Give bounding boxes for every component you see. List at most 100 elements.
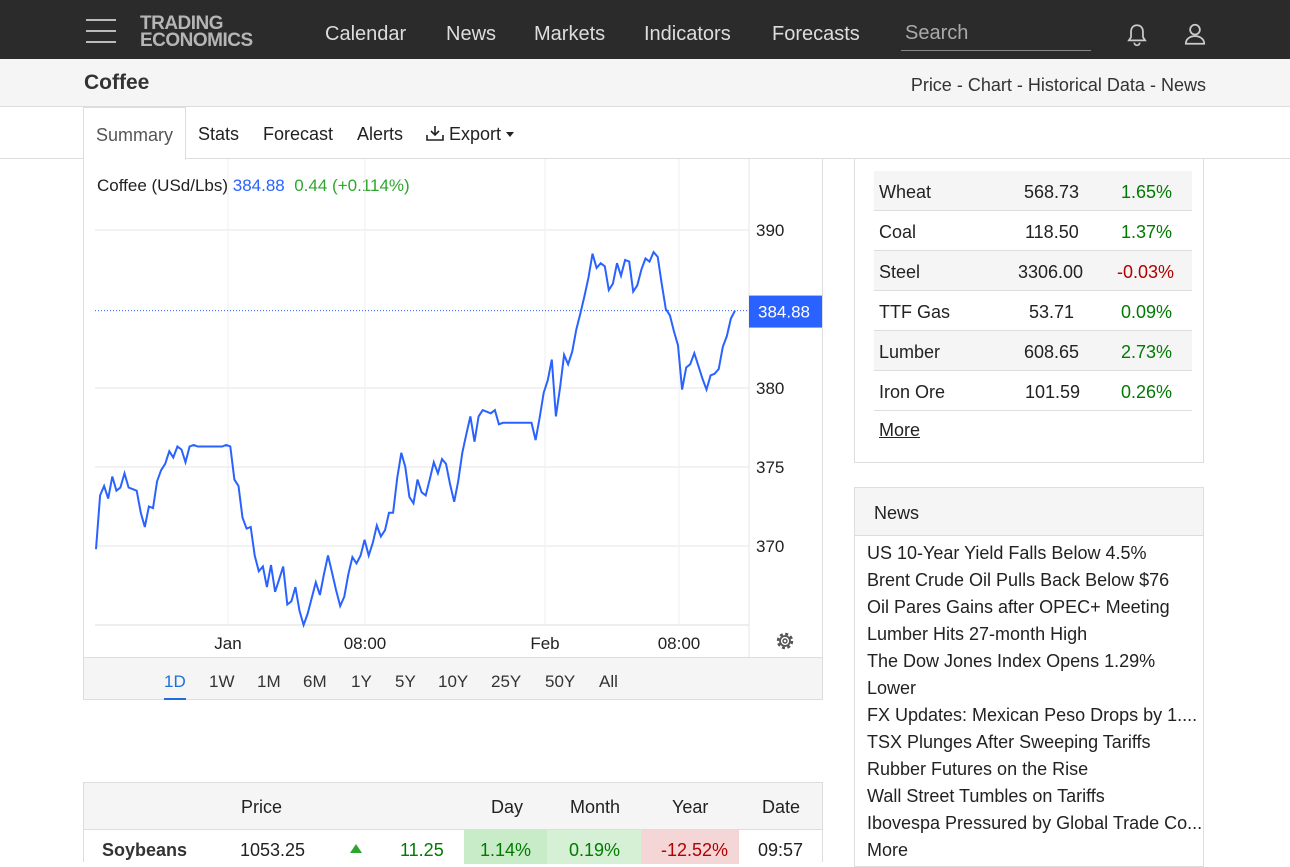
separator: - [956,75,963,95]
news-more-link[interactable]: More [867,840,909,860]
x-tick-label: 08:00 [344,634,387,653]
subheader: Coffee Price - Chart - Historical Data -… [0,59,1290,107]
range-50y[interactable]: 50Y [545,672,576,691]
link-historical-data[interactable]: Historical Data [1027,75,1145,95]
range-1d[interactable]: 1D [164,672,186,700]
commodity-name: Iron Ore [879,382,946,402]
link-chart[interactable]: Chart [967,75,1012,95]
news-item[interactable]: Oil Pares Gains after OPEC+ Meeting [867,597,1170,617]
link-news[interactable]: News [1160,75,1206,95]
news-item[interactable]: Lumber Hits 27-month High [867,624,1088,644]
commodity-name: TTF Gas [879,302,950,322]
commodity-change: 0.09% [1121,302,1173,322]
page-title: Coffee [84,71,150,94]
news-item[interactable]: Lower [867,678,917,698]
row-day: 1.14% [464,830,547,864]
row-date: 09:57 [758,840,804,860]
logo-line-2: ECONOMICS [140,30,253,51]
col-header-price: Price [241,797,283,817]
tab-alerts[interactable]: Alerts [357,124,404,144]
y-tick-label: 375 [756,458,784,477]
range-1y[interactable]: 1Y [351,672,372,691]
news-panel-header: News [855,488,1203,536]
nav-forecasts[interactable]: Forecasts [772,23,860,45]
breadcrumb: Price - Chart - Historical Data - News [911,75,1206,96]
last-price-label: 384.88 [758,303,810,322]
commodity-row-lumber[interactable]: Lumber 608.65 2.73% [874,331,1192,371]
nav-indicators[interactable]: Indicators [644,23,731,45]
hamburger-menu-icon[interactable] [86,19,116,43]
commodity-row-ttf-gas[interactable]: TTF Gas 53.71 0.09% [874,291,1192,331]
settings-gear-icon[interactable] [776,632,794,650]
news-item[interactable]: US 10-Year Yield Falls Below 4.5% [867,543,1147,563]
nav-calendar[interactable]: Calendar [325,23,407,45]
price-chart[interactable]: Jan 08:00 Feb 08:00 390 380 375 370 384.88 [84,159,822,657]
y-tick-label: 390 [756,221,784,240]
news-panel: News US 10-Year Yield Falls Below 4.5% B… [854,487,1204,867]
commodities-table: Price Day Month Year Date Soybeans 1053.… [83,782,823,864]
range-1m[interactable]: 1M [257,672,281,691]
search-input[interactable]: Search [901,19,1091,51]
commodity-row-iron-ore[interactable]: Iron Ore 101.59 0.26% [874,371,1192,411]
range-all[interactable]: All [599,672,618,691]
bell-icon[interactable] [1124,22,1150,48]
user-icon[interactable] [1182,21,1208,47]
commodity-name: Steel [879,262,921,282]
commodity-name: Wheat [879,182,932,202]
commodity-change: 1.65% [1121,182,1173,202]
news-item[interactable]: FX Updates: Mexican Peso Drops by 1.... [867,705,1198,725]
link-price[interactable]: Price [910,75,952,95]
export-label: Export [449,124,502,144]
range-selector: 1D 1W 1M 6M 1Y 5Y 10Y 25Y 50Y All [84,657,822,700]
chart-header: Coffee (USd/Lbs) 384.88 0.44 (+0.114%) [97,176,410,196]
commodities-more-link[interactable]: More [879,420,921,440]
separator: - [1016,75,1023,95]
x-tick-label: Feb [530,634,559,653]
y-tick-label: 370 [756,537,784,556]
tabs-bar: Summary Stats Forecast Alerts Export [0,107,1290,160]
trading-economics-logo[interactable]: TRADING ECONOMICS [140,13,285,51]
col-header-date: Date [762,797,801,817]
row-name: Soybeans [102,840,188,860]
row-year: -12.52% [641,830,739,864]
commodity-change: 0.26% [1121,382,1173,402]
commodity-row-coal[interactable]: Coal 118.50 1.37% [874,211,1192,251]
commodity-name: Lumber [879,342,941,362]
commodity-price: 118.50 [1025,222,1079,242]
tab-export[interactable]: Export [426,107,515,159]
chart-panel: Coffee (USd/Lbs) 384.88 0.44 (+0.114%) J… [83,159,823,700]
row-month: 0.19% [547,830,641,864]
tab-forecast[interactable]: Forecast [263,124,334,144]
logo-line-1: TRADING [140,13,224,34]
top-navbar: TRADING ECONOMICS Calendar News Markets … [0,0,1290,59]
chart-instrument-name: Coffee (USd/Lbs) [97,176,229,195]
news-item[interactable]: Rubber Futures on the Rise [867,759,1089,779]
last-price-box [749,295,822,328]
nav-markets[interactable]: Markets [534,23,606,45]
tab-summary[interactable]: Summary [83,107,187,160]
news-item[interactable]: TSX Plunges After Sweeping Tariffs [867,732,1151,752]
commodity-row-steel[interactable]: Steel 3306.00 -0.03% [874,251,1192,291]
commodity-change: 2.73% [1121,342,1173,362]
commodity-row-wheat[interactable]: Wheat 568.73 1.65% [874,171,1192,211]
commodities-panel: Wheat 568.73 1.65% Coal 118.50 1.37% Ste… [854,159,1204,463]
range-6m[interactable]: 6M [303,672,327,691]
commodity-price: 53.71 [1029,302,1075,322]
range-25y[interactable]: 25Y [491,672,522,691]
news-item[interactable]: The Dow Jones Index Opens 1.29% [867,651,1156,671]
x-tick-label: Jan [214,634,241,653]
range-5y[interactable]: 5Y [395,672,416,691]
range-10y[interactable]: 10Y [438,672,469,691]
commodity-change: 1.37% [1121,222,1173,242]
range-1w[interactable]: 1W [209,672,235,691]
caret-down-icon [506,132,515,137]
nav-news[interactable]: News [446,23,497,45]
news-item[interactable]: Brent Crude Oil Pulls Back Below $76 [867,570,1170,590]
news-item[interactable]: Ibovespa Pressured by Global Trade Co... [867,813,1203,833]
commodity-name: Coal [879,222,917,242]
tab-stats[interactable]: Stats [198,124,240,144]
news-item[interactable]: Wall Street Tumbles on Tariffs [867,786,1105,806]
table-row[interactable]: Soybeans 1053.25 11.25 1.14% 0.19% -12.5… [84,829,822,864]
col-header-day: Day [491,797,524,817]
col-header-year: Year [672,797,709,817]
